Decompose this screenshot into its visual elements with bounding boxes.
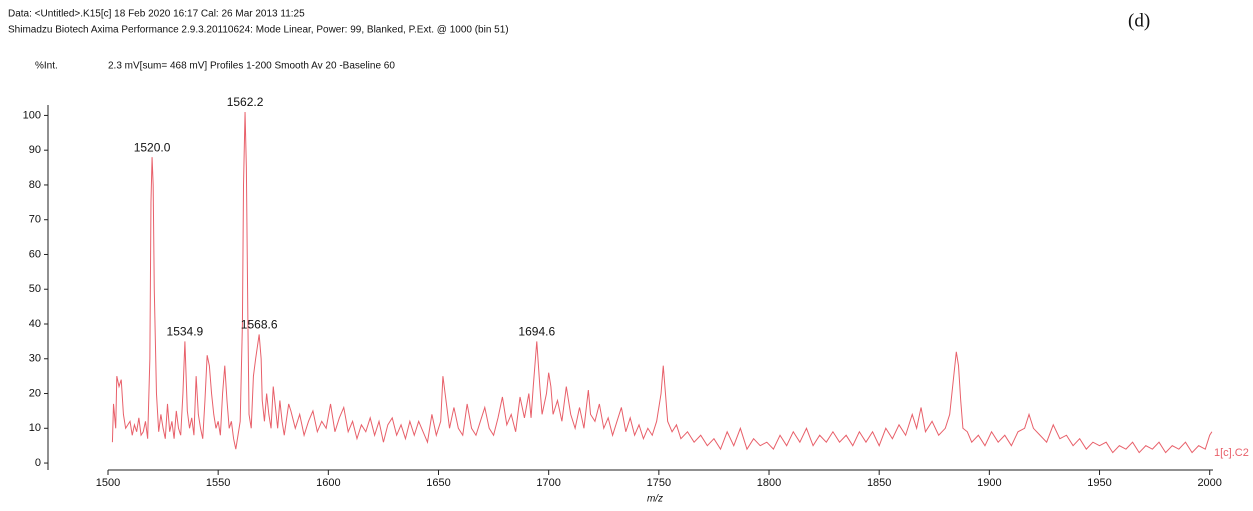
y-tick-label: 40 — [29, 318, 41, 330]
subtitle: 2.3 mV[sum= 468 mV] Profiles 1-200 Smoot… — [108, 61, 395, 72]
x-tick-label: 1850 — [867, 477, 891, 489]
peak-label: 1562.2 — [227, 95, 264, 109]
y-axis-label: %Int. — [35, 61, 58, 72]
x-tick-label: 1800 — [757, 477, 781, 489]
x-tick-label: 1650 — [426, 477, 450, 489]
y-tick-label: 60 — [29, 248, 41, 260]
x-tick-label: 1700 — [536, 477, 560, 489]
x-tick-label: 1950 — [1087, 477, 1111, 489]
header-line: Data: <Untitled>.K15[c] 18 Feb 2020 16:1… — [8, 9, 305, 20]
peak-label: 1568.6 — [241, 318, 278, 332]
x-tick-label: 1750 — [647, 477, 671, 489]
x-tick-label: 1600 — [316, 477, 340, 489]
peak-label: 1694.6 — [518, 325, 555, 339]
y-tick-label: 0 — [35, 457, 41, 469]
y-tick-label: 10 — [29, 422, 41, 434]
y-tick-label: 50 — [29, 283, 41, 295]
y-tick-label: 80 — [29, 179, 41, 191]
x-tick-label: 1900 — [977, 477, 1001, 489]
y-tick-label: 90 — [29, 144, 41, 156]
spectrum-line — [111, 111, 1213, 454]
y-tick-label: 20 — [29, 387, 41, 399]
y-tick-label: 100 — [23, 109, 41, 121]
x-tick-label: 1500 — [96, 477, 120, 489]
peak-label: 1520.0 — [134, 140, 171, 154]
x-axis-label: m/z — [647, 494, 663, 505]
x-tick-label: 2000 — [1197, 477, 1221, 489]
y-tick-label: 70 — [29, 214, 41, 226]
trace-label: 1[c].C2 — [1214, 447, 1249, 459]
peak-label: 1534.9 — [167, 325, 204, 339]
header-line: Shimadzu Biotech Axima Performance 2.9.3… — [8, 25, 509, 36]
x-tick-label: 1550 — [206, 477, 230, 489]
y-tick-label: 30 — [29, 353, 41, 365]
panel-label: (d) — [1128, 10, 1150, 31]
